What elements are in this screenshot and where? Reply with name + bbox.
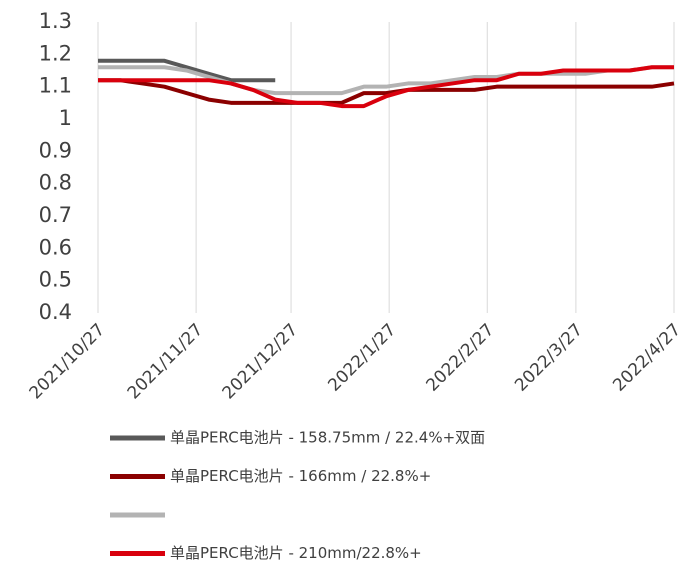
x-tick-label: 2021/10/27 xyxy=(26,320,109,403)
line xyxy=(98,78,675,105)
line xyxy=(98,65,674,96)
line xyxy=(98,65,674,109)
x-tick-label: 2022/2/27 xyxy=(423,320,499,396)
x-tick-label: 2021/12/27 xyxy=(219,320,302,403)
legend-label: 单晶PERC电池片 - 166mm / 22.8%+ xyxy=(170,467,431,485)
y-tick-label: 1.1 xyxy=(39,74,72,98)
y-tick-label: 0.8 xyxy=(39,171,72,195)
x-tick-label: 2022/4/27 xyxy=(609,320,679,396)
y-tick-label: 0.4 xyxy=(39,300,72,324)
y-tick-label: 0.7 xyxy=(39,203,72,227)
line xyxy=(98,58,276,83)
legend-label: 单晶PERC电池片 - 158.75mm / 22.4%+双面 xyxy=(170,429,485,447)
legend-label: 单晶PERC电池片 - 210mm/22.8%+ xyxy=(170,544,422,562)
x-tick-label: 2022/3/27 xyxy=(511,320,587,396)
y-tick-label: 0.9 xyxy=(39,138,72,162)
y-tick-label: 1.3 xyxy=(39,9,72,33)
y-tick-label: 1.2 xyxy=(39,41,72,65)
x-tick-label: 2021/11/27 xyxy=(124,320,207,403)
y-tick-label: 1 xyxy=(59,106,72,130)
y-tick-label: 0.5 xyxy=(39,268,72,292)
x-tick-label: 2022/1/27 xyxy=(324,320,400,396)
y-tick-label: 0.6 xyxy=(39,235,72,259)
